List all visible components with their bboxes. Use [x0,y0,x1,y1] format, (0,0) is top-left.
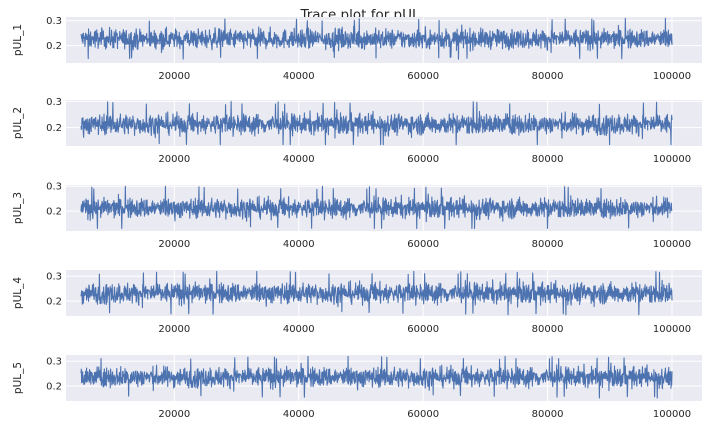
y-axis-label: pUL_4 [12,277,24,309]
y-axis-label: pUL_3 [12,192,24,224]
x-tick-label: 100000 [653,239,691,250]
x-tick-label: 80000 [532,239,564,250]
panel-4: 0.2 0.3 20000 40000 60000 80000 100000 pUL_4 [12,270,702,335]
x-tick-label: 20000 [158,154,190,165]
x-tick-label: 40000 [283,324,315,335]
x-tick-label: 20000 [158,239,190,250]
x-tick-label: 60000 [407,409,439,420]
y-tick-label: 0.3 [46,272,62,283]
y-axis-label: pUL_2 [12,107,24,139]
x-tick-label: 60000 [407,324,439,335]
x-tick-label: 40000 [283,409,315,420]
x-tick-label: 100000 [653,409,691,420]
panel-1: 0.2 0.3 20000 40000 60000 80000 100000 pUL_1 [12,16,702,82]
panel-3: 0.2 0.3 20000 40000 60000 80000 100000 pUL_3 [12,182,702,250]
y-tick-label: 0.3 [46,357,62,368]
x-tick-label: 40000 [283,239,315,250]
y-tick-label: 0.3 [46,16,62,27]
y-tick-label: 0.3 [46,97,62,108]
x-tick-label: 100000 [653,154,691,165]
x-tick-label: 60000 [407,239,439,250]
y-tick-label: 0.2 [46,123,62,134]
y-tick-label: 0.2 [46,207,62,218]
x-tick-label: 100000 [653,71,691,82]
trace-series-line [80,100,673,146]
y-tick-label: 0.2 [46,297,62,308]
trace-series-line [80,185,673,230]
x-tick-label: 100000 [653,324,691,335]
x-tick-label: 20000 [158,409,190,420]
x-tick-label: 20000 [158,71,190,82]
x-tick-label: 80000 [532,154,564,165]
x-tick-label: 80000 [532,71,564,82]
trace-series-line [80,17,673,60]
y-tick-label: 0.2 [46,382,62,393]
y-axis-label: pUL_5 [12,362,24,394]
x-tick-label: 80000 [532,324,564,335]
y-axis-label: pUL_1 [12,24,24,56]
x-tick-label: 60000 [407,71,439,82]
panel-5: 0.2 0.3 20000 40000 60000 80000 100000 pUL_5 [12,355,702,420]
y-tick-label: 0.2 [46,41,62,52]
trace-series-line [80,270,673,316]
x-tick-label: 20000 [158,324,190,335]
y-tick-label: 0.3 [46,182,62,193]
x-tick-label: 60000 [407,154,439,165]
x-tick-label: 40000 [283,71,315,82]
trace-series-line [80,355,673,399]
x-tick-label: 80000 [532,409,564,420]
x-tick-label: 40000 [283,154,315,165]
panel-2: 0.2 0.3 20000 40000 60000 80000 100000 pUL_2 [12,97,702,165]
